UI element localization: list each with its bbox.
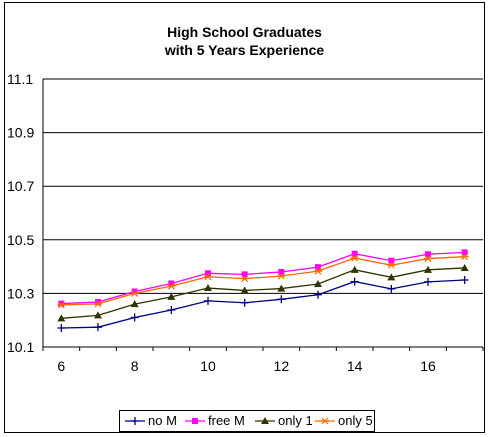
data-point [350,277,359,286]
series-line-no-m [61,279,465,329]
chart-title-line-1: High School Graduates [167,24,322,40]
y-tick-label: 10.7 [7,178,34,194]
data-point [461,249,468,256]
legend-swatch [255,417,275,424]
data-point [57,323,66,332]
data-point [460,263,469,271]
legend-swatch [125,417,145,425]
data-point [277,295,286,304]
data-point [131,288,138,295]
x-tick-label: 12 [274,358,290,374]
legend-label: free M [208,413,245,428]
data-point [57,314,66,322]
legend-label: only 5 [338,413,373,428]
chart-legend: no M free M only 1 only 5 [119,410,375,432]
series-line-only-1 [61,267,465,319]
chart-title-line-2: with 5 Years Experience [164,42,325,58]
legend-label: no M [148,413,177,428]
data-point [58,300,65,307]
legend-swatch [315,417,335,425]
data-point [424,277,432,286]
data-point [240,298,249,307]
data-point [167,292,176,300]
y-tick-label: 10.9 [7,125,34,141]
data-point [240,275,249,283]
data-point [425,251,431,258]
data-point [277,272,286,280]
y-tick-label: 10.5 [7,232,34,248]
series-line-free-m [61,251,465,305]
data-point [387,284,396,293]
x-tick-label: 14 [347,358,363,374]
x-tick-label: 6 [57,358,65,374]
data-point [94,311,102,319]
x-tick-label: 8 [131,358,139,374]
data-point [204,296,212,305]
data-point [350,265,359,273]
data-point [424,255,432,262]
data-point [350,254,359,262]
y-tick-label: 10.1 [7,339,34,355]
x-tick-label: 16 [420,358,436,374]
data-point [314,280,322,288]
plot-area: 10.1 10.3 10.5 10.7 10.9 11.1 6 8 10 12 14 16 [7,71,484,374]
data-point [94,300,102,308]
data-point [460,276,469,284]
data-point [278,268,285,275]
y-tick-label: 10.3 [7,285,34,301]
data-point [205,270,211,277]
y-tick-label: 11.1 [7,71,33,87]
data-point [57,301,66,309]
chart-figure: High School Graduates with 5 Years Exper… [4,2,485,433]
data-point [240,286,249,294]
data-point [167,306,176,315]
data-point [204,273,212,281]
data-point [277,284,286,292]
data-point [387,261,396,269]
data-point [424,265,432,273]
data-point [314,290,322,299]
data-point [388,257,395,264]
data-point [130,300,139,308]
series-line-only-5 [61,256,465,306]
data-point [351,250,358,257]
data-point [167,282,176,290]
x-tick-label: 10 [200,358,216,374]
data-point [315,264,321,271]
data-point [314,267,322,275]
legend-label: only 1 [278,413,313,428]
data-point [460,253,469,261]
data-point [168,280,175,287]
data-point [204,284,212,292]
data-point [241,271,248,278]
chart-title: High School Graduates with 5 Years Exper… [5,23,484,59]
data-point [130,289,139,297]
data-point [95,298,101,305]
data-point [130,313,139,322]
data-point [387,273,396,281]
data-point [94,323,102,332]
legend-swatch [185,418,205,424]
